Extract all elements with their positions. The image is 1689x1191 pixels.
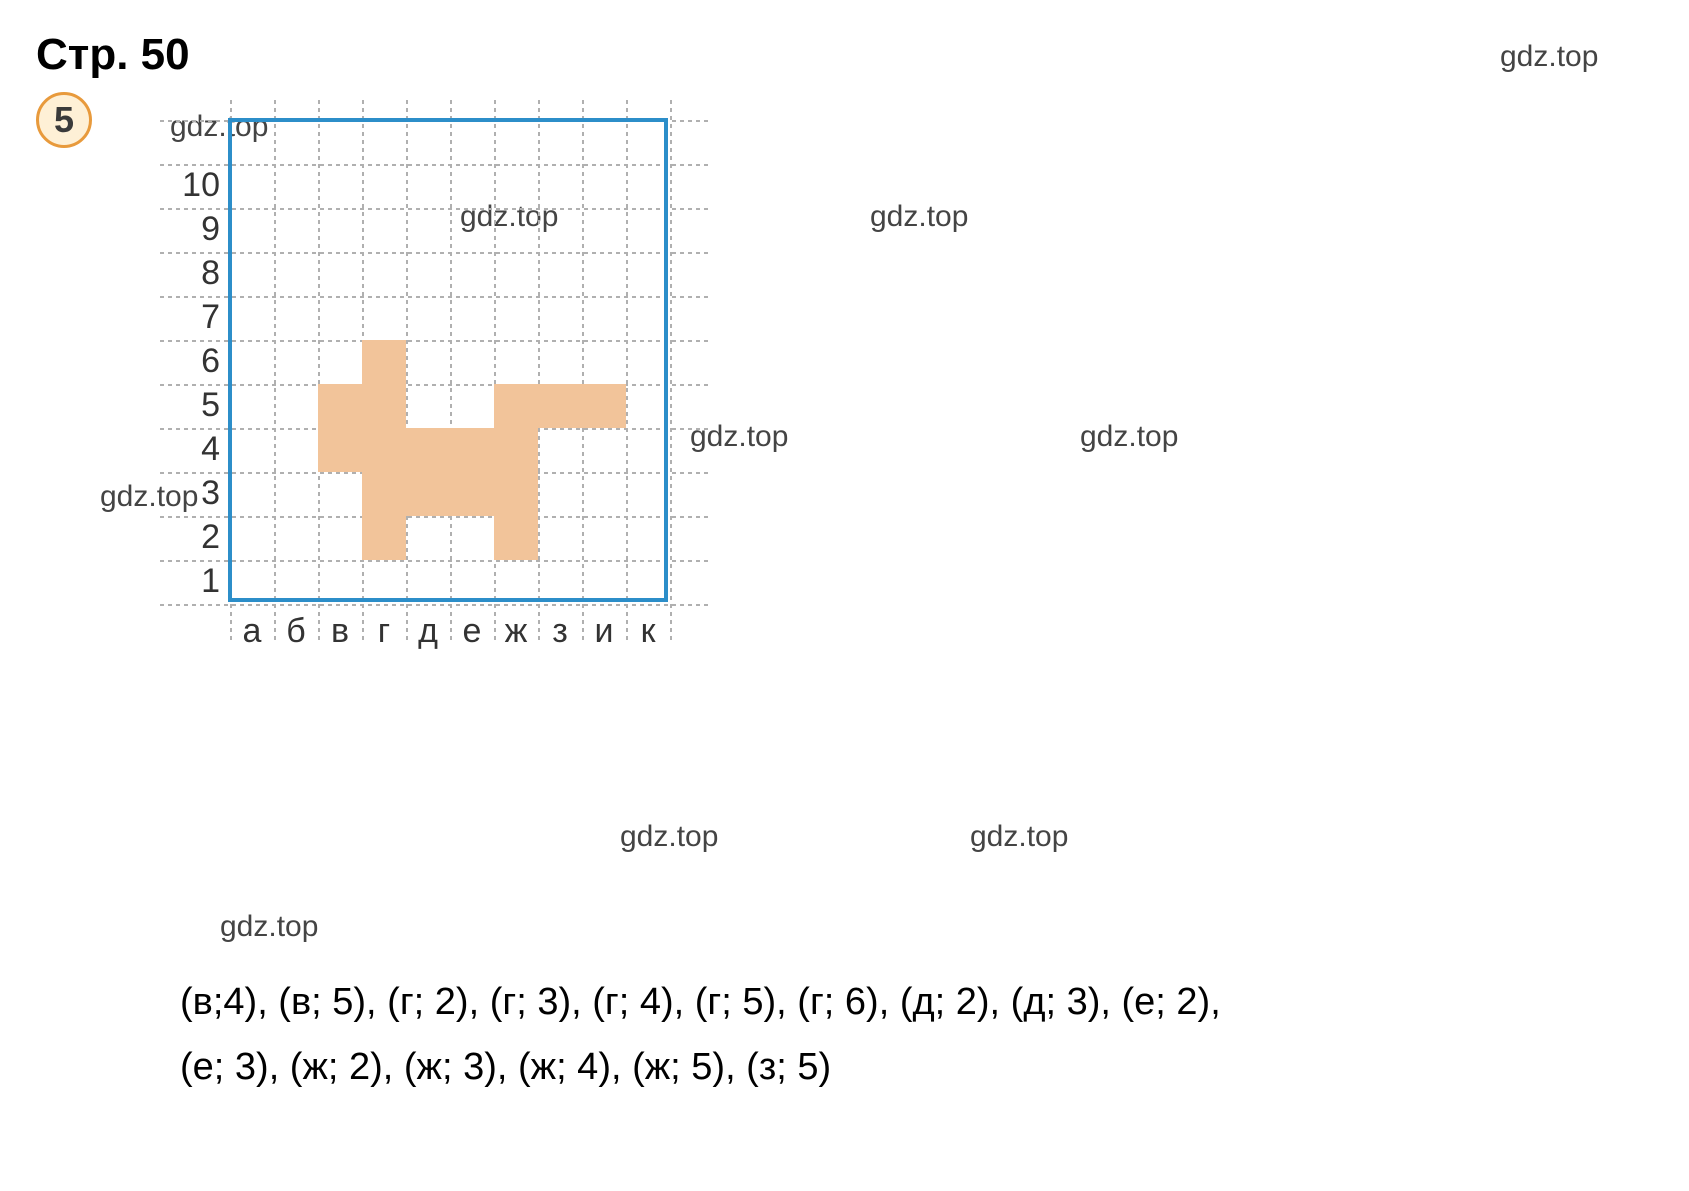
watermark: gdz.top: [1080, 420, 1178, 454]
x-axis-label: з: [538, 612, 582, 651]
coordinate-grid: 1 2 3 4 5 6 7 8 9 10 абвгдежзик: [160, 120, 720, 730]
y-axis-label: 10: [170, 166, 220, 205]
y-axis-label: 9: [170, 210, 220, 249]
grid-vline: [230, 100, 232, 644]
filled-cell: [362, 472, 406, 516]
filled-cell: [362, 516, 406, 560]
page-title: Стр. 50: [36, 30, 190, 80]
filled-cell: [494, 472, 538, 516]
grid-vline: [450, 100, 452, 644]
filled-cell: [362, 428, 406, 472]
y-axis-label: 3: [170, 474, 220, 513]
y-axis-label: 7: [170, 298, 220, 337]
watermark: gdz.top: [620, 820, 718, 854]
grid-vline: [274, 100, 276, 644]
grid-frame: [228, 118, 668, 602]
grid-vline: [538, 100, 540, 644]
filled-cell: [362, 340, 406, 384]
grid-vline: [318, 100, 320, 644]
x-axis-label: е: [450, 612, 494, 651]
watermark: gdz.top: [970, 820, 1068, 854]
filled-cell: [494, 516, 538, 560]
watermark: gdz.top: [220, 910, 318, 944]
filled-cell: [494, 428, 538, 472]
grid-vline: [406, 100, 408, 644]
filled-cell: [362, 384, 406, 428]
grid-vline: [582, 100, 584, 644]
filled-cell: [450, 428, 494, 472]
x-axis-label: д: [406, 612, 450, 651]
y-axis-label: 8: [170, 254, 220, 293]
y-axis-label: 2: [170, 518, 220, 557]
problem-number-badge: 5: [36, 92, 92, 148]
filled-cell: [494, 384, 538, 428]
filled-cell: [538, 384, 582, 428]
answer-line-1: (в;4), (в; 5), (г; 2), (г; 3), (г; 4), (…: [180, 970, 1580, 1035]
y-axis-label: 1: [170, 562, 220, 601]
filled-cell: [318, 428, 362, 472]
x-axis-label: в: [318, 612, 362, 651]
filled-cell: [318, 384, 362, 428]
grid-vline: [670, 100, 672, 644]
watermark: gdz.top: [1500, 40, 1598, 74]
grid-vline: [494, 100, 496, 644]
problem-number: 5: [54, 99, 74, 141]
answer-line-2: (е; 3), (ж; 2), (ж; 3), (ж; 4), (ж; 5), …: [180, 1035, 1580, 1100]
x-axis-label: и: [582, 612, 626, 651]
y-axis-label: 5: [170, 386, 220, 425]
filled-cell: [450, 472, 494, 516]
y-axis-label: 4: [170, 430, 220, 469]
grid-vline: [626, 100, 628, 644]
filled-cell: [582, 384, 626, 428]
filled-cell: [406, 428, 450, 472]
answer-coordinates: (в;4), (в; 5), (г; 2), (г; 3), (г; 4), (…: [180, 970, 1580, 1099]
x-axis-label: а: [230, 612, 274, 651]
filled-cell: [406, 472, 450, 516]
watermark: gdz.top: [870, 200, 968, 234]
x-axis-label: г: [362, 612, 406, 651]
x-axis-label: ж: [494, 612, 538, 651]
y-axis-label: 6: [170, 342, 220, 381]
grid-cells-container: 12345678910абвгдежзик: [230, 120, 670, 604]
x-axis-label: б: [274, 612, 318, 651]
x-axis-label: к: [626, 612, 670, 651]
